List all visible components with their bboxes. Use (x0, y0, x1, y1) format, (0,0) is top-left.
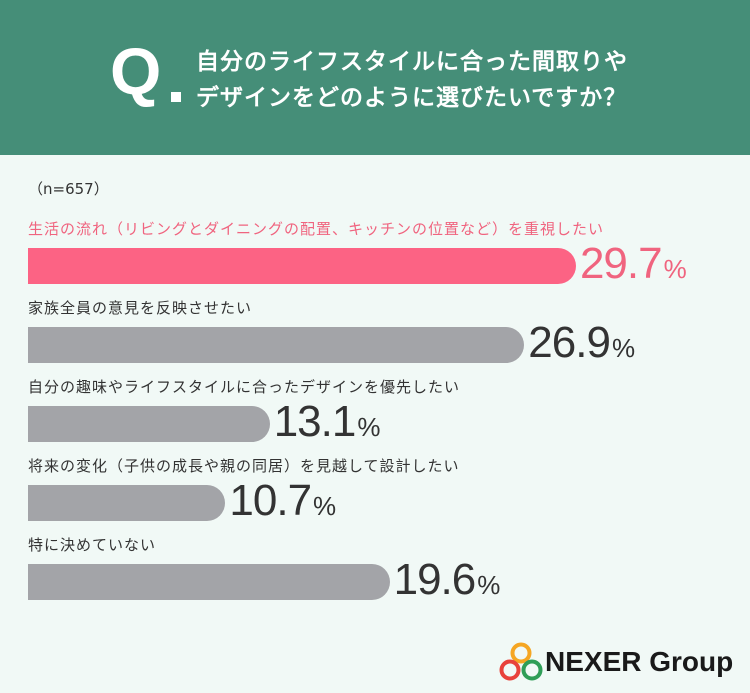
data-label-unit: % (663, 254, 687, 284)
category-label: 自分の趣味やライフスタイルに合ったデザインを優先したい (28, 378, 461, 396)
q-mark-dot (171, 92, 181, 102)
question-line-1: 自分のライフスタイルに合った間取りや (196, 49, 628, 75)
bar (28, 327, 525, 363)
data-label-unit: % (477, 570, 501, 600)
bar (28, 406, 270, 442)
category-label: 生活の流れ（リビングとダイニングの配置、キッチンの位置など）を重視したい (28, 220, 605, 238)
data-label-number: 19.6 (393, 555, 477, 604)
q-mark: Q (110, 34, 162, 108)
bar (28, 485, 226, 521)
data-label: 13.1% (274, 400, 381, 444)
data-label-number: 13.1 (273, 397, 357, 446)
question-line-2: デザインをどのように選びたいですか？ (196, 85, 628, 111)
sample-size-label: （n=657） (28, 180, 109, 198)
data-label-number: 26.9 (528, 318, 611, 367)
data-label-number: 29.7 (579, 239, 663, 288)
question-text: 自分のライフスタイルに合った間取りや デザインをどのように選びたいですか？ (196, 44, 628, 116)
logo-text: NEXER Group (545, 646, 734, 677)
nexer-group-logo: NEXER Group (498, 640, 743, 686)
bar (28, 564, 390, 600)
data-label: 19.6% (394, 558, 501, 602)
category-label: 特に決めていない (28, 536, 157, 554)
data-label-number: 10.7 (229, 476, 312, 525)
bar (28, 248, 576, 284)
category-label: 将来の変化（子供の成長や親の同居）を見越して設計したい (28, 457, 460, 475)
data-label-unit: % (357, 412, 381, 442)
question-header: Q 自分のライフスタイルに合った間取りや デザインをどのように選びたいですか？ (0, 0, 750, 155)
data-label-unit: % (611, 333, 636, 363)
category-label: 家族全員の意見を反映させたい (28, 299, 253, 317)
nexer-circles-logo-icon (499, 642, 543, 681)
data-label: 29.7% (580, 242, 687, 286)
data-label: 26.9% (528, 321, 635, 365)
data-label: 10.7% (229, 479, 336, 523)
data-label-unit: % (313, 491, 337, 521)
